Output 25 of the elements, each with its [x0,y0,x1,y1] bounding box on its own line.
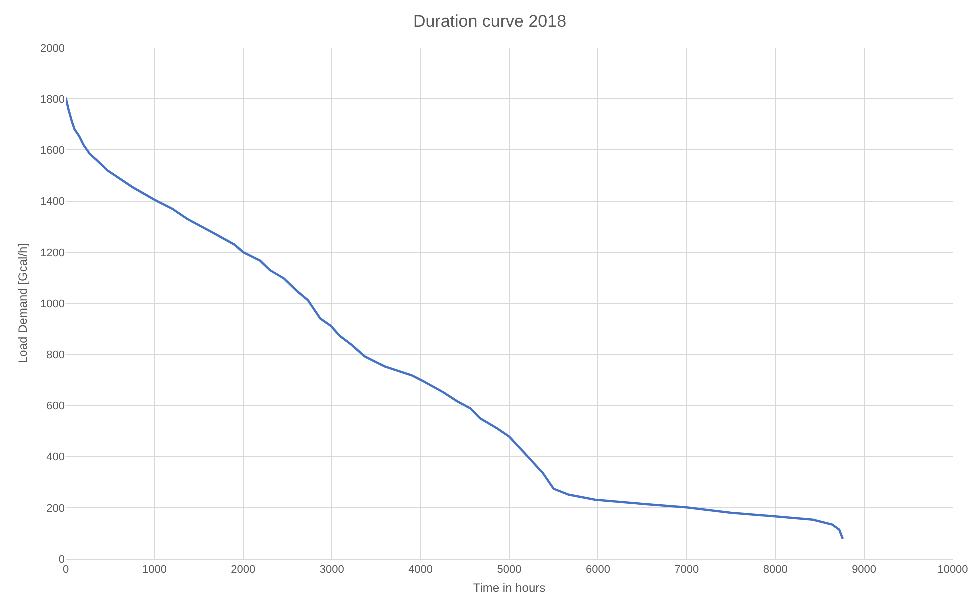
y-tick-label: 800 [46,349,65,362]
x-tick-label: 3000 [320,564,344,576]
x-tick-label: 6000 [586,564,610,576]
x-tick-label: 10000 [938,564,968,576]
y-tick-label: 400 [46,452,65,464]
x-axis-title: Time in hours [473,581,546,596]
y-tick-label: 1400 [40,196,65,208]
x-tick-label: 9000 [852,564,877,576]
chart-title: Duration curve 2018 [413,12,567,32]
line-series [66,96,844,540]
x-tick-label: 5000 [497,564,522,576]
x-tick-label: 7000 [674,564,700,576]
x-tick-label: 4000 [408,564,434,576]
y-tick-label: 1800 [40,94,65,106]
y-tick-label: 1200 [40,247,65,260]
x-tick-label: 1000 [142,564,167,576]
y-axis-title: Load Demand [Gcal/h] [16,243,30,364]
x-tick-label: 2000 [231,564,256,576]
y-tick-label: 0 [58,554,65,566]
x-tick-label: 8000 [763,564,788,576]
y-tick-label: 200 [46,502,65,515]
y-tick-label: 1600 [40,145,65,158]
y-tick-label: 600 [46,400,65,413]
y-tick-label: 2000 [40,42,65,55]
y-tick-label: 1000 [40,298,65,310]
